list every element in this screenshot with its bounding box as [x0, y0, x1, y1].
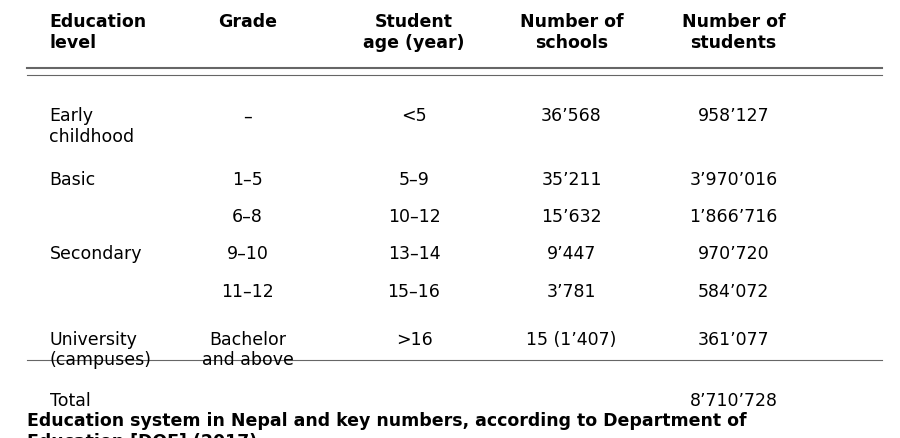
- Text: 1’866’716: 1’866’716: [689, 208, 778, 226]
- Text: 9–10: 9–10: [227, 245, 268, 263]
- Text: 9’447: 9’447: [547, 245, 596, 263]
- Text: Number of
students: Number of students: [681, 13, 786, 52]
- Text: 584’072: 584’072: [698, 283, 770, 300]
- Text: Student
age (year): Student age (year): [364, 13, 464, 52]
- Text: Secondary: Secondary: [50, 245, 142, 263]
- Text: 15–16: 15–16: [388, 283, 440, 300]
- Text: 8’710’728: 8’710’728: [689, 392, 778, 410]
- Text: 5–9: 5–9: [399, 171, 429, 189]
- Text: –: –: [243, 107, 252, 125]
- Text: 10–12: 10–12: [388, 208, 440, 226]
- Text: Early
childhood: Early childhood: [50, 107, 135, 146]
- Text: 13–14: 13–14: [388, 245, 440, 263]
- Text: Education system in Nepal and key numbers, according to Department of
Education : Education system in Nepal and key number…: [27, 412, 747, 438]
- Text: 361’077: 361’077: [698, 331, 770, 349]
- Text: 970’720: 970’720: [698, 245, 770, 263]
- Text: 3’781: 3’781: [547, 283, 596, 300]
- Text: 11–12: 11–12: [221, 283, 274, 300]
- Text: 1–5: 1–5: [232, 171, 263, 189]
- Text: 36’568: 36’568: [541, 107, 602, 125]
- Text: 958’127: 958’127: [698, 107, 770, 125]
- Text: Number of
schools: Number of schools: [519, 13, 624, 52]
- Text: 35’211: 35’211: [541, 171, 602, 189]
- Text: Basic: Basic: [50, 171, 95, 189]
- Text: 15’632: 15’632: [541, 208, 602, 226]
- Text: 6–8: 6–8: [232, 208, 263, 226]
- Text: Total: Total: [50, 392, 90, 410]
- Text: <5: <5: [401, 107, 427, 125]
- Text: 15 (1’407): 15 (1’407): [526, 331, 617, 349]
- Text: University
(campuses): University (campuses): [50, 331, 151, 370]
- Text: Grade: Grade: [218, 13, 277, 31]
- Text: 3’970’016: 3’970’016: [689, 171, 778, 189]
- Text: Education
level: Education level: [50, 13, 147, 52]
- Text: Bachelor
and above: Bachelor and above: [202, 331, 293, 370]
- Text: >16: >16: [396, 331, 432, 349]
